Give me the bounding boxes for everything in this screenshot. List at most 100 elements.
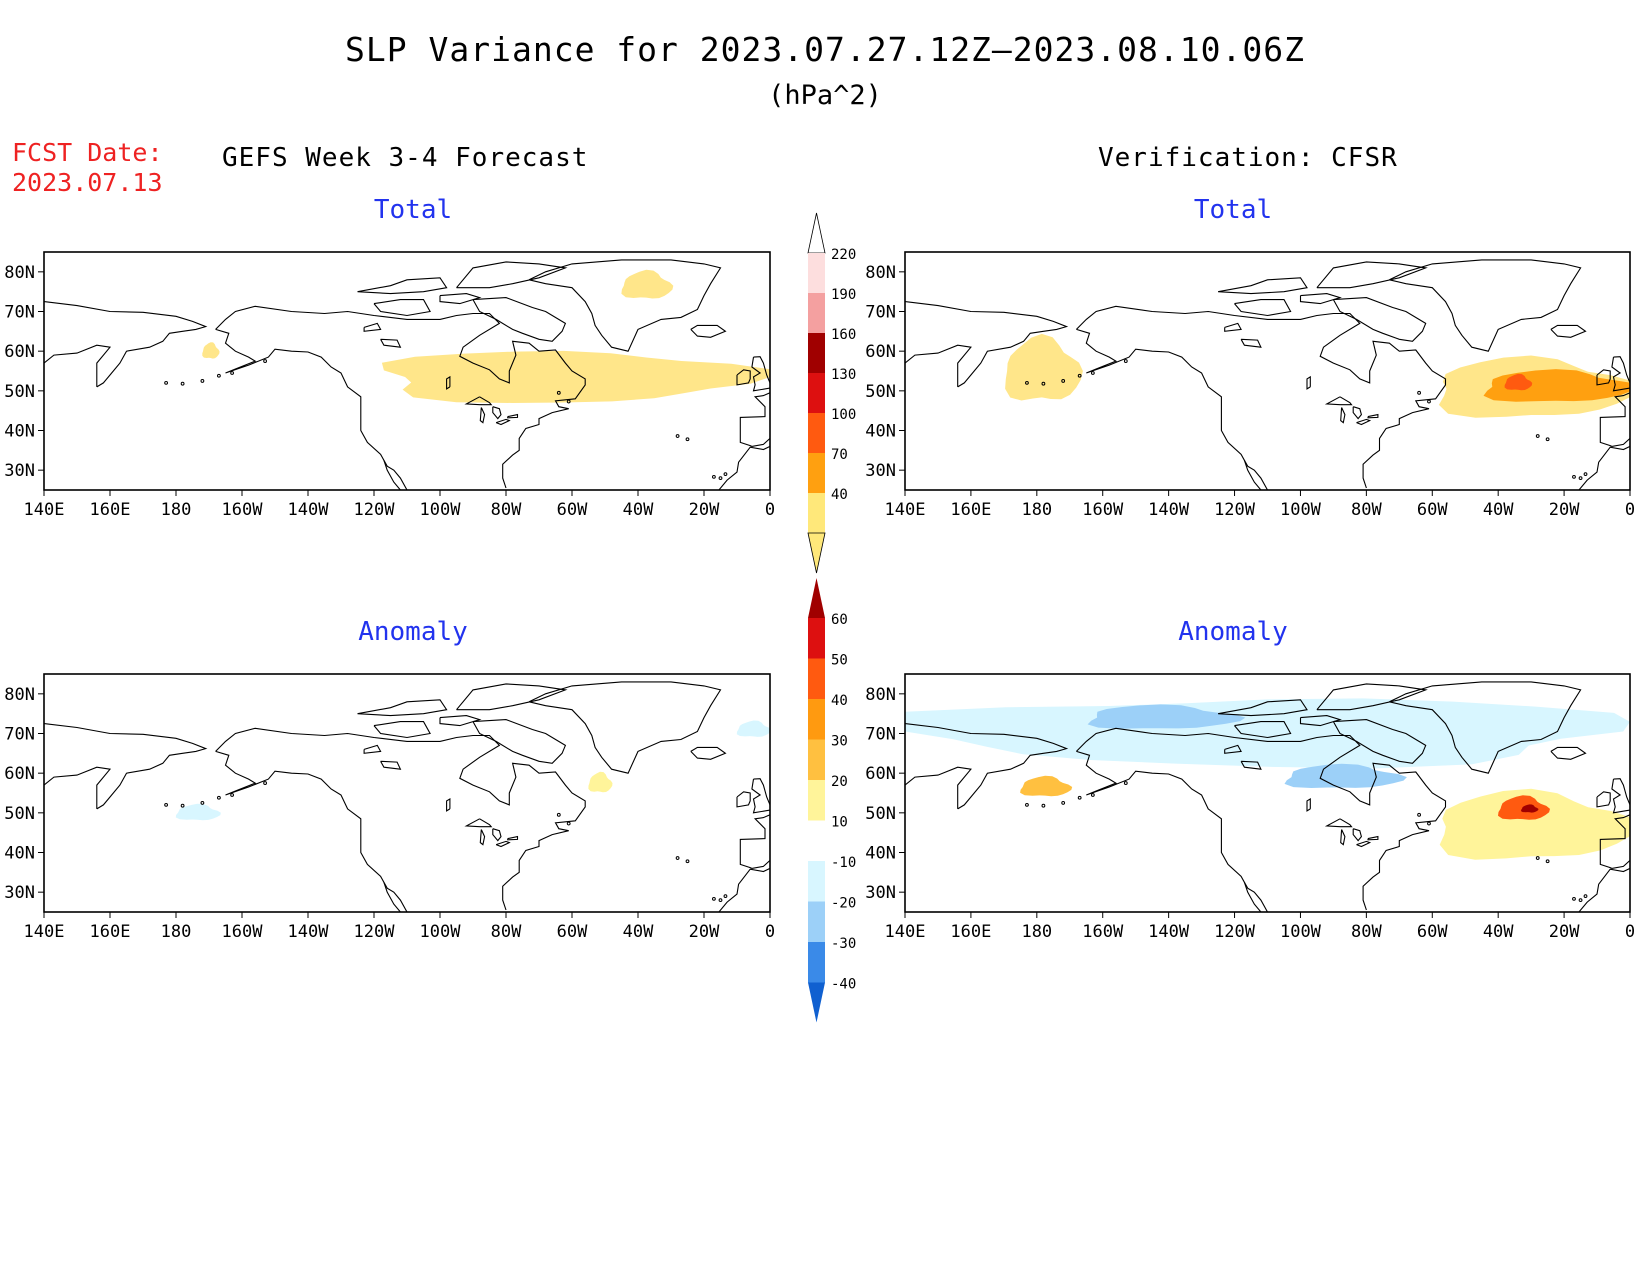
x-tick-label: 120W — [354, 500, 396, 520]
coastline — [357, 277, 448, 295]
map-frame — [904, 251, 1631, 491]
coastline — [1324, 818, 1353, 828]
colorbar-label: 10 — [831, 815, 848, 831]
x-tick-label: 160W — [1082, 922, 1124, 942]
coastline — [44, 344, 112, 387]
x-tick-label: 140W — [288, 922, 330, 942]
coastlines — [44, 681, 770, 912]
coastline — [1234, 721, 1292, 739]
x-tick-label: 120W — [354, 922, 396, 942]
coastline — [1340, 829, 1346, 846]
island — [1061, 801, 1066, 805]
colorbar-swatch — [808, 373, 825, 413]
island — [164, 381, 169, 385]
x-tick-label: 40W — [1483, 500, 1514, 520]
island — [1077, 373, 1082, 378]
map-panel-3: Anomaly 140E 160E 180 160W 140W 120W 100W 80W 60W… — [4, 617, 775, 942]
y-tick-label: 60N — [4, 764, 35, 784]
map-panel-2: Total 140E 160E 180 160W 140W 120W 100W 80W 60W 40… — [865, 195, 1635, 520]
y-tick-label: 40N — [4, 422, 35, 442]
x-tick-label: 140W — [1148, 922, 1190, 942]
shaded-region — [202, 342, 220, 359]
island — [217, 373, 221, 378]
coastline — [690, 324, 727, 338]
island — [723, 894, 728, 899]
coastlines — [905, 259, 1630, 490]
x-tick-label: 80W — [491, 922, 522, 942]
colorbar-anomaly: 60 50 40 30 20 10 -10 -20 -30 -40 — [808, 578, 856, 1023]
x-tick-label: 160W — [222, 500, 264, 520]
panel-title: Total — [374, 195, 452, 225]
island — [164, 803, 169, 807]
island — [1572, 897, 1576, 901]
y-tick-label: 70N — [4, 303, 35, 323]
island — [566, 399, 571, 404]
coastline — [1316, 683, 1428, 711]
coastline — [736, 791, 751, 808]
colorbar-swatch — [808, 333, 825, 373]
shaded-region — [175, 803, 221, 821]
colorbar-swatch — [808, 861, 825, 902]
colorbar-label: 190 — [831, 287, 856, 303]
island — [1545, 859, 1550, 864]
island — [685, 859, 690, 864]
coastline — [456, 261, 568, 289]
x-tick-label: 80W — [491, 500, 522, 520]
colorbar-label: -40 — [831, 977, 856, 993]
x-tick-label: 120W — [1214, 922, 1256, 942]
coastline — [905, 766, 972, 809]
x-tick-label: 0 — [765, 922, 775, 942]
x-tick-label: 100W — [420, 500, 462, 520]
island — [1535, 434, 1540, 438]
coastline — [373, 299, 431, 317]
x-tick-label: 100W — [1280, 500, 1322, 520]
panel-title: Anomaly — [1178, 617, 1288, 647]
coastline — [383, 882, 401, 912]
coastline — [1550, 324, 1587, 338]
coastline — [1076, 750, 1268, 912]
coastline — [1240, 760, 1262, 770]
coastline — [215, 328, 408, 490]
coastline — [472, 297, 567, 342]
coastline — [718, 867, 770, 912]
shaded-region — [1521, 804, 1539, 813]
colorbar-swatch — [808, 293, 825, 333]
coastline — [1316, 261, 1428, 289]
coastline — [44, 723, 208, 810]
island — [263, 781, 268, 785]
colorbar-total-caps: 220 190 160 130 100 70 40 — [807, 212, 856, 574]
coastline — [1076, 328, 1268, 490]
coastline — [1299, 293, 1342, 305]
coastline — [479, 407, 486, 424]
map-panel-4: Anomaly 140E 160E 180 160W 140W 120W 100W 80W 60W… — [865, 617, 1635, 942]
shaded-region — [1020, 775, 1073, 797]
y-tick-label: 80N — [865, 685, 896, 705]
x-tick-label: 0 — [1625, 922, 1635, 942]
coastline — [905, 723, 1069, 810]
island — [230, 793, 235, 797]
coastline — [1599, 392, 1630, 447]
coastline — [1243, 882, 1262, 912]
coastline — [215, 727, 586, 911]
coastline — [1578, 445, 1630, 490]
coastline — [1243, 460, 1262, 490]
coastline — [1299, 715, 1342, 727]
colorbar-swatch — [808, 699, 825, 740]
island — [1578, 476, 1583, 481]
y-tick-label: 60N — [865, 342, 896, 362]
y-tick-label: 30N — [4, 883, 35, 903]
coastline — [751, 356, 770, 392]
fcst-date-label: FCST Date: — [12, 138, 163, 167]
x-tick-label: 180 — [161, 500, 192, 520]
coastline — [1224, 744, 1242, 754]
x-tick-label: 40W — [623, 922, 654, 942]
colorbar-swatch — [808, 780, 825, 821]
island — [1535, 856, 1540, 860]
coastline — [1550, 746, 1587, 760]
island — [200, 379, 205, 383]
coastline — [363, 744, 382, 754]
y-tick-label: 80N — [865, 263, 896, 283]
coastline — [1076, 305, 1447, 489]
coastline — [380, 338, 402, 348]
island — [1417, 812, 1421, 817]
